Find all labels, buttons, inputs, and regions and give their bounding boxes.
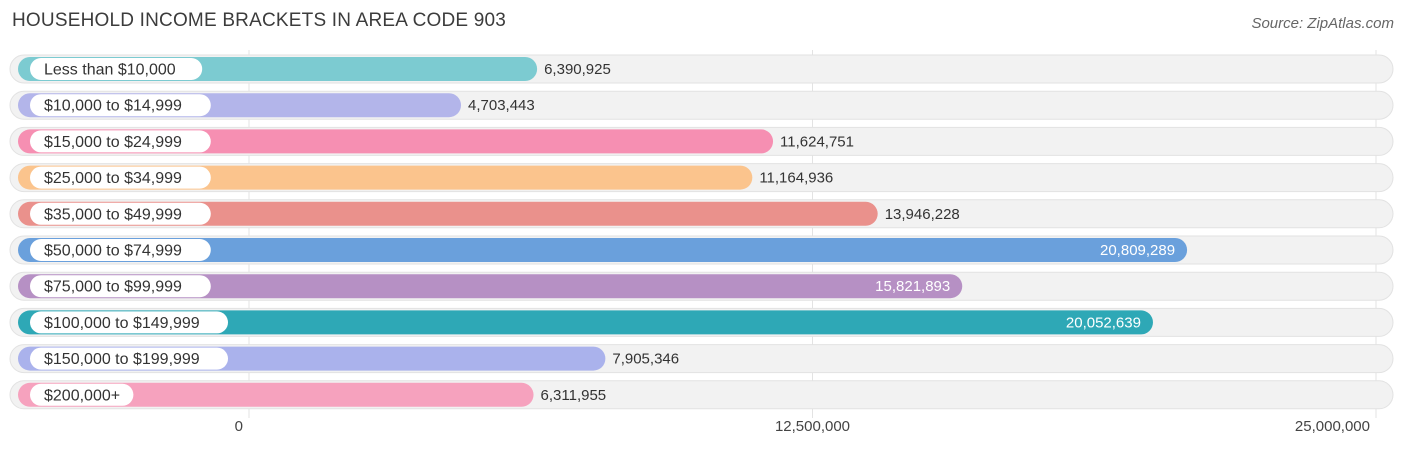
category-pill [30,311,228,334]
bar-row: $75,000 to $99,999 15,821,893 [9,271,1394,301]
bar-row: $15,000 to $24,999 11,624,751 [9,126,1394,156]
bar [18,274,963,299]
category-label: $75,000 to $99,999 [44,279,182,296]
category-label: $35,000 to $49,999 [44,206,182,223]
tick-label: 0 [235,418,243,435]
category-label: $10,000 to $14,999 [44,98,182,115]
category-pill [30,383,134,406]
value-label: 7,905,346 [612,351,679,368]
category-label: $200,000+ [44,387,120,404]
category-label: $25,000 to $34,999 [44,170,182,187]
bar [18,201,878,226]
value-label: 11,164,936 [759,170,833,187]
tick-label: 25,000,000 [1295,418,1370,435]
bar-row: $200,000+ 6,311,955 [9,380,1394,410]
category-pill [30,94,211,117]
bar [18,310,1153,335]
bar-row: $50,000 to $74,999 20,809,289 [9,235,1394,265]
tick-label: 12,500,000 [775,418,850,435]
category-pill [30,347,228,370]
value-label: 11,624,751 [780,133,854,150]
category-pill [30,275,211,298]
category-pill [30,130,211,153]
value-label: 6,390,925 [544,61,611,78]
bar [18,382,534,407]
category-label: Less than $10,000 [44,62,176,79]
value-label: 13,946,228 [885,206,960,223]
bar-row: $100,000 to $149,999 20,052,639 [9,307,1394,337]
category-label: $15,000 to $24,999 [44,134,182,151]
bar-row: $150,000 to $199,999 7,905,346 [9,344,1394,374]
chart-title: HOUSEHOLD INCOME BRACKETS IN AREA CODE 9… [12,10,507,31]
category-pill [30,202,211,225]
value-label: 6,311,955 [541,387,607,404]
category-pill [30,166,211,189]
bar-row: $35,000 to $49,999 13,946,228 [9,199,1394,229]
value-label: 20,052,639 [1066,314,1141,331]
category-label: $100,000 to $149,999 [44,315,200,332]
bar-row: $10,000 to $14,999 4,703,443 [9,90,1394,120]
value-label: 15,821,893 [875,278,950,295]
category-pill [30,239,211,261]
category-label: $50,000 to $74,999 [44,243,182,260]
value-label: 20,809,289 [1100,242,1175,259]
category-label: $150,000 to $199,999 [44,351,200,368]
category-pill [30,58,203,80]
bar-row: $25,000 to $34,999 11,164,936 [9,163,1394,193]
value-label: 4,703,443 [468,97,535,114]
bar-row: Less than $10,000 6,390,925 [9,54,1394,84]
bar [18,238,1188,262]
chart-source: Source: ZipAtlas.com [1251,15,1394,32]
